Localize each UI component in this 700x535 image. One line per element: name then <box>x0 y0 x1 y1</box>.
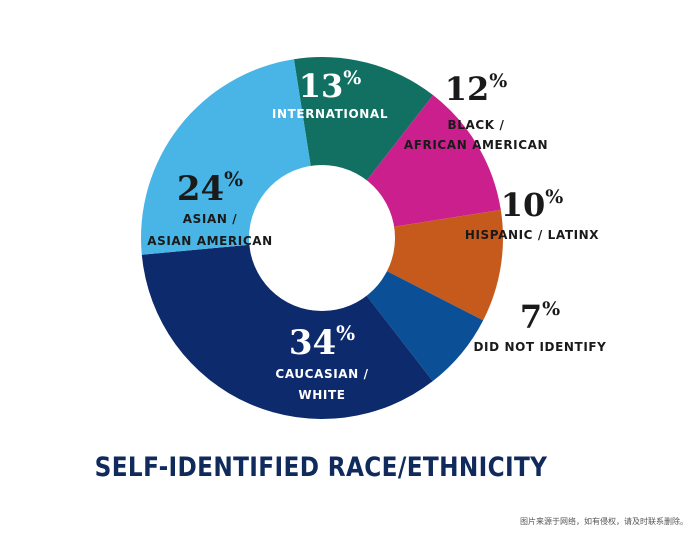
slice-value-unit: % <box>542 298 560 320</box>
slice-value-label: 24% <box>177 167 243 209</box>
donut-hole <box>249 165 395 311</box>
watermark: 图片来源于网络，如有侵权，请及时联系删除。 <box>520 517 688 526</box>
slice-value-number: 13 <box>299 67 344 105</box>
slice-category-label: AFRICAN AMERICAN <box>404 138 548 152</box>
slice-value-unit: % <box>336 321 355 345</box>
slice-value-number: 24 <box>177 169 224 209</box>
slice-value-number: 10 <box>501 186 546 224</box>
slice-category-label: CAUCASIAN / <box>275 367 368 381</box>
slice-value-unit: % <box>489 70 507 92</box>
slice-value-number: 12 <box>445 70 490 108</box>
slice-value-unit: % <box>343 67 361 89</box>
slice-value-unit: % <box>545 186 563 208</box>
slice-value-label: 34% <box>289 321 355 363</box>
slice-value-number: 7 <box>520 298 542 336</box>
pie-slice-5 <box>141 238 433 420</box>
slice-value-label: 10% <box>501 186 564 224</box>
slice-value-label: 13% <box>299 67 362 105</box>
slice-category-label: BLACK / <box>448 118 505 132</box>
slice-category-label: ASIAN / <box>183 212 238 226</box>
slice-category-label: WHITE <box>298 388 345 402</box>
slice-category-label: HISPANIC / LATINX <box>465 228 599 242</box>
slice-value-label: 7% <box>520 298 560 336</box>
slice-category-label: DID NOT IDENTIFY <box>474 340 607 354</box>
slice-value-number: 34 <box>289 323 336 363</box>
chart-title: SELF-IDENTIFIED RACE/ETHNICITY <box>94 452 548 483</box>
slice-category-label: ASIAN AMERICAN <box>147 234 273 248</box>
slice-value-unit: % <box>224 167 243 191</box>
slice-category-label: INTERNATIONAL <box>272 107 388 121</box>
slice-labels: 13% INTERNATIONAL 12% BLACK / AFRICAN AMERIC… <box>147 67 606 402</box>
slice-value-label: 12% <box>445 70 508 108</box>
